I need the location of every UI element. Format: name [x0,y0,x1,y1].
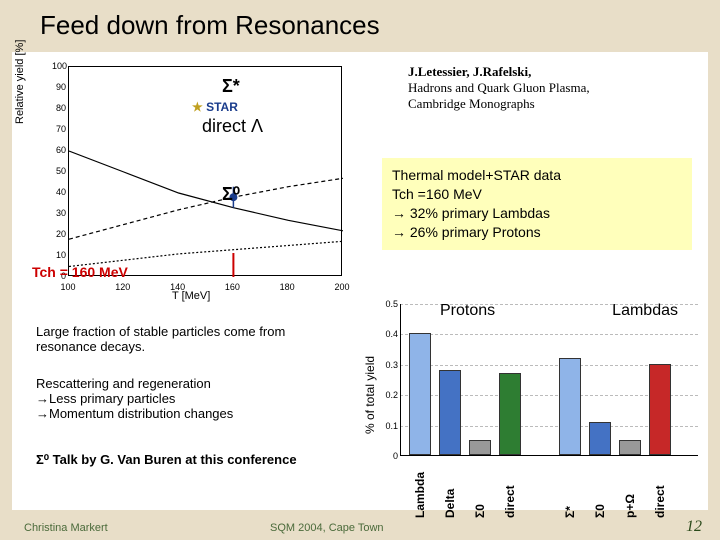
citation-authors: J.Letessier, J.Rafelski, [408,64,531,79]
text-fraction: Large fraction of stable particles come … [36,324,306,354]
y-tick: 60 [52,145,66,155]
star-logo: STAR [192,100,238,114]
box-line3: → 32% primary Lambdas [392,204,682,223]
citation-line3: Cambridge Monographs [408,96,535,111]
bar [469,440,491,455]
y-tick: 100 [52,61,66,71]
bar-label: Σ0 [473,478,487,518]
bar [439,370,461,455]
x-tick: 200 [330,282,354,292]
bar-label: p+Ω [623,478,637,518]
content-area: Relative yield [%] T [MeV] 0102030405060… [12,52,708,510]
box-line4: → 26% primary Protons [392,223,682,242]
citation-line2: Hadrons and Quark Gluon Plasma, [408,80,590,95]
bar-y-tick: 0.4 [380,329,398,339]
protons-title: Protons [440,302,495,320]
bar-label: direct [503,478,517,518]
bar-label: Lambda [413,478,427,518]
feeddown-bar-chart: % of total yield 00.10.20.30.40.5 Lambda… [360,304,698,484]
citation-block: J.Letessier, J.Rafelski, Hadrons and Qua… [408,64,688,112]
y-tick: 20 [52,229,66,239]
y-tick: 80 [52,103,66,113]
bar-y-tick: 0.2 [380,390,398,400]
bar-y-tick: 0.1 [380,421,398,431]
chart-frame [68,66,342,276]
y-tick: 70 [52,124,66,134]
bar [499,373,521,455]
tch-annotation: Tch = 160 MeV [32,264,128,280]
bar-y-tick: 0.3 [380,360,398,370]
x-tick: 100 [56,282,80,292]
lambdas-title: Lambdas [612,302,678,320]
y-tick: 40 [52,187,66,197]
y-tick: 90 [52,82,66,92]
text2c: →Momentum distribution changes [36,406,316,421]
bar-y-tick: 0.5 [380,299,398,309]
bar-label: direct [653,478,667,518]
y-tick: 10 [52,250,66,260]
page-number: 12 [686,518,702,536]
bar [589,422,611,455]
footer-conf: SQM 2004, Cape Town [270,522,384,534]
y-axis-label: Relative yield [%] [14,40,26,124]
text2a: Rescattering and regeneration [36,376,316,391]
thermal-model-box: Thermal model+STAR data Tch =160 MeV → 3… [382,158,692,250]
bar [649,364,671,455]
x-tick: 160 [220,282,244,292]
sigma-star-label: Σ* [222,76,240,97]
sigma-talk-note: Σ⁰ Talk by G. Van Buren at this conferen… [36,452,297,468]
text2b: →Less primary particles [36,391,316,406]
x-tick: 140 [166,282,190,292]
text-rescattering: Rescattering and regeneration →Less prim… [36,376,316,421]
bar-y-label: % of total yield [363,356,377,434]
bar-frame: LambdaDeltaΣ0directΣ*Σ0p+Ωdirect [400,304,698,456]
slide-title: Feed down from Resonances [0,0,720,41]
sigma-zero-label: Σ⁰ [222,184,240,205]
box-line2: Tch =160 MeV [392,185,682,204]
bar [559,358,581,455]
bar [619,440,641,455]
bar-y-tick: 0 [380,451,398,461]
direct-lambda-label: direct Λ [202,116,263,137]
y-tick: 50 [52,166,66,176]
y-tick: 30 [52,208,66,218]
footer-author: Christina Markert [24,522,108,534]
box-line1: Thermal model+STAR data [392,166,682,185]
x-tick: 120 [111,282,135,292]
bar [409,333,431,455]
bar-label: Σ0 [593,478,607,518]
chart-curves [69,67,343,277]
bar-label: Σ* [563,478,577,518]
bar-label: Delta [443,478,457,518]
x-tick: 180 [275,282,299,292]
